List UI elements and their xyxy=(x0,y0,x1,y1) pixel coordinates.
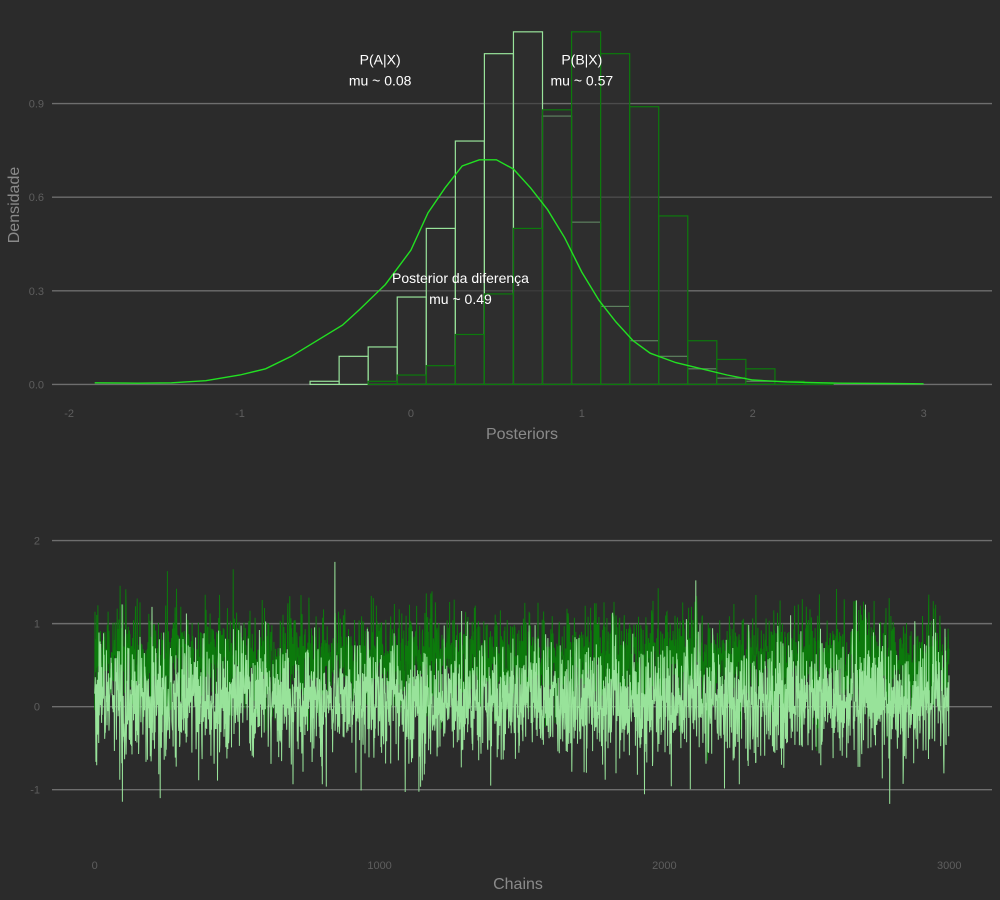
histogram-bar-b xyxy=(367,380,398,385)
histogram-bar-a xyxy=(338,355,369,386)
histogram-panel: 0.0 0.3 0.6 0.9 -2 -1 0 1 2 3 P(A|X) mu ~ 0.08 P(B… xyxy=(6,31,992,443)
histogram-bar-b xyxy=(454,333,486,386)
histogram-bar-a xyxy=(309,380,340,385)
trace-x-axis-title: Chains xyxy=(493,876,543,893)
histogram-annotation: Posterior da diferença xyxy=(392,270,529,286)
trace-x-tick-label: 0 xyxy=(92,860,98,872)
histogram-y-tick-label: 0.9 xyxy=(29,99,44,111)
trace-x-tick-label: 1000 xyxy=(367,860,391,872)
histogram-annotation: mu ~ 0.08 xyxy=(349,73,412,89)
histogram-bar-b xyxy=(541,109,573,385)
histogram-bar-a xyxy=(425,227,456,385)
histogram-bar-b xyxy=(483,293,515,386)
histogram-y-tick-label: 0.3 xyxy=(29,286,44,298)
histogram-y-tick-label: 0.0 xyxy=(29,379,44,391)
trace-line-a xyxy=(94,561,950,804)
histogram-bar-b xyxy=(745,368,776,385)
histogram-x-tick-label: 2 xyxy=(750,408,756,420)
trace-y-tick-label: 1 xyxy=(34,619,40,631)
histogram-x-tick-label: -1 xyxy=(235,408,245,420)
histogram-y-tick-labels: 0.0 0.3 0.6 0.9 xyxy=(29,99,44,392)
histogram-bars-b xyxy=(367,31,834,386)
histogram-bar-b xyxy=(600,53,631,386)
histogram-bar-b xyxy=(629,106,660,385)
histogram-bar-b xyxy=(396,374,427,386)
histogram-bar-a xyxy=(367,346,398,385)
histogram-bar-a xyxy=(396,296,427,386)
trace-x-tick-labels: 0 1000 2000 3000 xyxy=(92,860,962,872)
histogram-bar-b xyxy=(512,227,544,385)
histogram-annotation: P(A|X) xyxy=(360,52,401,68)
trace-line-b xyxy=(94,569,950,761)
histogram-annotations: P(A|X) mu ~ 0.08 P(B|X) mu ~ 0.57 Posterior … xyxy=(349,52,614,307)
histogram-x-tick-label: 0 xyxy=(408,408,414,420)
histogram-x-tick-label: -2 xyxy=(64,408,74,420)
trace-x-tick-label: 2000 xyxy=(652,860,676,872)
histogram-x-tick-label: 1 xyxy=(579,408,585,420)
trace-y-tick-label: 2 xyxy=(34,536,40,548)
density-line xyxy=(94,159,924,385)
histogram-bar-b xyxy=(425,365,456,385)
trace-panel: -1 0 1 2 0 1000 2000 3000 Chains xyxy=(30,536,992,893)
trace-y-tick-label: 0 xyxy=(34,702,40,714)
histogram-bar-b xyxy=(570,31,602,385)
trace-y-tick-labels: -1 0 1 2 xyxy=(30,536,40,797)
histogram-x-axis-title: Posteriors xyxy=(486,426,558,443)
histogram-bar-b xyxy=(716,358,747,386)
histogram-x-tick-label: 3 xyxy=(921,408,927,420)
trace-y-tick-label: -1 xyxy=(30,785,40,797)
histogram-y-tick-label: 0.6 xyxy=(29,192,44,204)
histogram-annotation: P(B|X) xyxy=(561,52,602,68)
histogram-y-axis-title: Densidade xyxy=(6,167,23,244)
histogram-annotation: mu ~ 0.49 xyxy=(429,291,492,307)
histogram-annotation: mu ~ 0.57 xyxy=(550,73,613,89)
histogram-x-tick-labels: -2 -1 0 1 2 3 xyxy=(64,408,926,420)
histogram-bar-b xyxy=(658,215,689,385)
histogram-bar-b xyxy=(687,340,718,386)
trace-x-tick-label: 3000 xyxy=(937,860,961,872)
